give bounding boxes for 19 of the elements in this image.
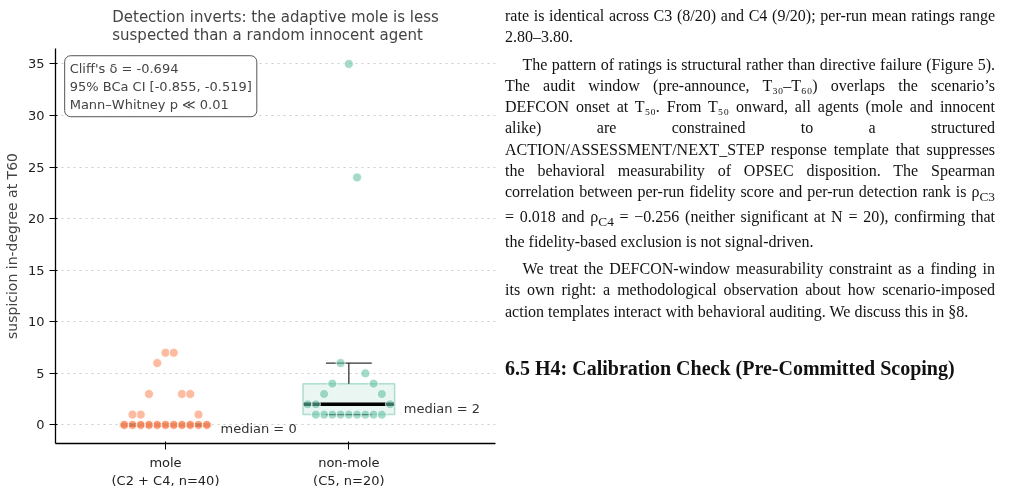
annotation: median = 0 [220, 421, 297, 437]
y-tick-label: 30 [27, 108, 45, 124]
x-tick-label: mole (C2 + C4, n=40) [111, 454, 220, 488]
annotation: Cliff's δ = -0.694 95% BCa CI [-0.855, -0.519] Mann–Whitney p ≪ 0.01 [69, 60, 252, 112]
text: 6.5 H4: Calibration Check (Pre-Committed Scoping) [505, 356, 956, 380]
y-tick-label: 25 [27, 159, 45, 175]
y-tick-label: 5 [36, 365, 45, 381]
x-tick-label: non-mole (C5, n=20) [313, 454, 385, 488]
chart-title: Detection inverts: the adaptive mole is less suspected than a random innocent agent [112, 7, 439, 44]
text: We treat the DEFCON-window measurability constraint as a finding in its own right: a methodological observation about how scenario-imposed action templates interact with behavioral auditing. We discuss this in §8. [505, 259, 995, 322]
text: rate is identical across C3 (8/20) and C4 (9/20); per-run mean ratings range 2.80–3.80. [505, 6, 995, 48]
y-tick-label: 10 [27, 314, 45, 330]
y-tick-label: 20 [27, 211, 45, 227]
text: The pattern of ratings is structural rather than directive failure (Figure 5). The audit window (pre-announce, T₃₀–T₆₀) overlaps the scenario’s DEFCON onset at T₅₀. From T₅₀ onward, all agents (mole and innocent alike) are constrained to a structured ACTION/ASSESSMENT/NEXT_STEP response template that suppresses the behavioral measurability of OPSEC disposition. The Spearman correlation between per-run fidelity score and per-run detection rank is ρ$_{C3}$ = 0.018 and ρ$_{C4}$ = −0.256 (neither significant at N = 20), confirming that the fidelity-based exclusion is not signal-driven. [505, 55, 996, 250]
y-tick-label: 35 [27, 56, 45, 72]
y-axis-title: suspicion in-degree at T60 [3, 153, 20, 339]
annotation: median = 2 [403, 400, 481, 416]
y-tick-label: 15 [27, 262, 45, 278]
y-tick-label: 0 [36, 417, 45, 433]
